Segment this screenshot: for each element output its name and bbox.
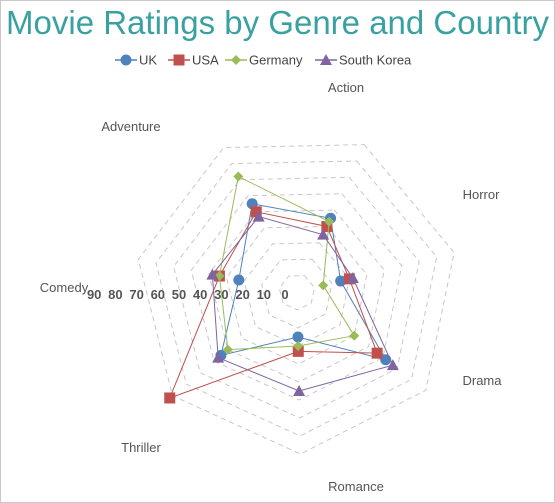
point-south-korea-thriller bbox=[212, 351, 225, 363]
point-usa-romance bbox=[292, 345, 304, 357]
legend-marker-south-korea bbox=[320, 54, 332, 65]
chart-title: Movie Ratings by Genre and Country bbox=[6, 4, 549, 41]
point-usa-drama bbox=[371, 347, 383, 359]
point-usa-action bbox=[321, 220, 333, 232]
radial-tick-label: 20 bbox=[235, 287, 249, 302]
radial-tick-label: 80 bbox=[108, 287, 122, 302]
radial-tick-label: 90 bbox=[87, 287, 101, 302]
point-uk-comedy bbox=[233, 274, 245, 286]
axis-label-comedy: Comedy bbox=[40, 280, 89, 295]
grid-ring bbox=[137, 144, 455, 455]
axis-label-action: Action bbox=[328, 80, 364, 95]
series-line-usa bbox=[168, 211, 378, 399]
radial-tick-label: 10 bbox=[257, 287, 271, 302]
grid-ring bbox=[173, 176, 420, 419]
category-labels: Action Horror Drama Romance Thriller Comedy Ad… bbox=[40, 80, 502, 494]
grid-ring bbox=[225, 225, 368, 365]
axis-label-thriller: Thriller bbox=[121, 440, 161, 455]
legend-item-uk: UK bbox=[115, 53, 157, 68]
legend-item-germany: Germany bbox=[225, 53, 303, 68]
point-south-korea-action bbox=[317, 228, 330, 240]
radial-tick-label: 50 bbox=[172, 287, 186, 302]
point-usa-thriller bbox=[164, 392, 176, 404]
point-south-korea-adventure bbox=[252, 210, 265, 222]
axis-label-romance: Romance bbox=[328, 479, 384, 494]
axis-label-horror: Horror bbox=[463, 187, 501, 202]
point-germany-action bbox=[324, 216, 335, 227]
grid-ring bbox=[190, 193, 403, 401]
radar-grid bbox=[137, 144, 455, 455]
legend-label-germany: Germany bbox=[249, 53, 303, 68]
point-south-korea-horror bbox=[346, 271, 359, 283]
series-line-uk bbox=[220, 203, 387, 361]
point-germany-horror bbox=[318, 280, 329, 291]
point-south-korea-comedy bbox=[206, 268, 219, 280]
point-germany-thriller bbox=[222, 344, 233, 355]
grid-ring bbox=[155, 160, 438, 437]
series-line-germany bbox=[218, 175, 356, 351]
point-uk-horror bbox=[335, 275, 347, 287]
point-uk-romance bbox=[292, 331, 304, 343]
radial-tick-label: 0 bbox=[281, 287, 288, 302]
legend-marker-uk bbox=[120, 54, 132, 66]
legend-label-south-korea: South Korea bbox=[339, 53, 412, 68]
grid-ring bbox=[278, 275, 315, 311]
grid-ring bbox=[261, 258, 333, 329]
radial-ticks: 90 80 70 60 50 40 30 20 10 0 bbox=[87, 287, 289, 302]
point-usa-adventure bbox=[250, 206, 262, 218]
point-south-korea-drama bbox=[386, 359, 399, 371]
radial-tick-label: 60 bbox=[151, 287, 165, 302]
grid-ring bbox=[208, 209, 385, 383]
legend-item-south-korea: South Korea bbox=[315, 53, 412, 68]
point-germany-adventure bbox=[233, 171, 244, 182]
legend-marker-germany bbox=[231, 55, 241, 65]
point-germany-drama bbox=[349, 330, 360, 341]
series-germany bbox=[214, 171, 360, 355]
point-germany-romance bbox=[293, 340, 304, 351]
series-uk bbox=[215, 198, 392, 366]
legend-marker-usa bbox=[173, 54, 185, 66]
point-south-korea-romance bbox=[293, 384, 306, 396]
radial-tick-label: 70 bbox=[129, 287, 143, 302]
radial-tick-label: 40 bbox=[193, 287, 207, 302]
axis-label-drama: Drama bbox=[462, 373, 502, 388]
series-line-south-korea bbox=[211, 216, 394, 392]
legend-label-usa: USA bbox=[192, 53, 219, 68]
series-south-korea bbox=[206, 210, 399, 396]
axis-label-adventure: Adventure bbox=[101, 119, 160, 134]
grid-ring bbox=[243, 242, 350, 347]
legend-label-uk: UK bbox=[139, 53, 157, 68]
point-uk-drama bbox=[380, 354, 392, 366]
legend: UK USA Germany South Korea bbox=[115, 53, 412, 68]
legend-item-usa: USA bbox=[168, 53, 219, 68]
